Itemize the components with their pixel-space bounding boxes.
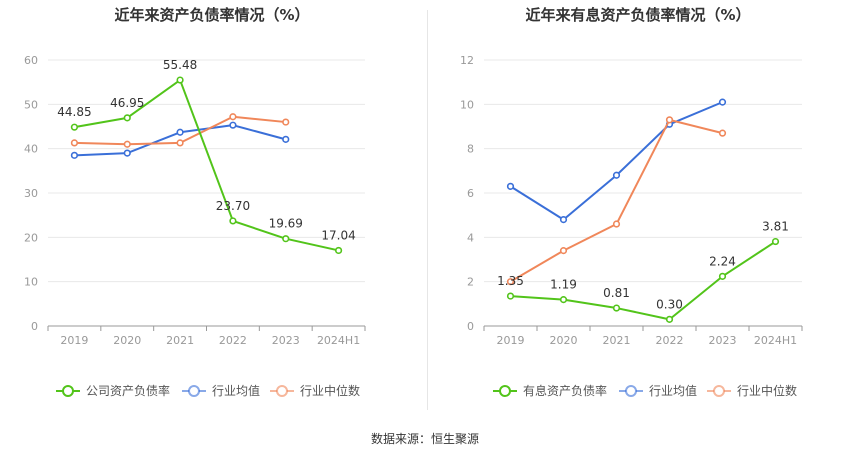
data-label: 46.95	[110, 96, 144, 110]
x-tick-label: 2024H1	[317, 334, 360, 347]
x-tick-label: 2019	[497, 334, 525, 347]
data-point	[229, 113, 237, 121]
data-point	[70, 123, 79, 131]
legend-marker	[62, 385, 74, 397]
series-line-1	[509, 101, 723, 221]
x-tick-label: 2022	[219, 334, 247, 347]
y-tick-label: 30	[24, 187, 38, 200]
data-point	[612, 304, 621, 312]
data-point	[612, 171, 621, 179]
data-point	[229, 217, 237, 225]
y-tick-label: 20	[24, 231, 38, 244]
data-point	[665, 315, 674, 323]
chart-title: 近年来有息资产负债率情况（%）	[525, 6, 750, 24]
y-tick-label: 10	[460, 98, 474, 111]
legend-item-label: 公司资产负债率	[86, 383, 170, 398]
data-point	[123, 114, 131, 122]
chart-divider	[427, 10, 428, 410]
legend-item-label: 有息资产负债率	[523, 383, 607, 398]
legend-marker	[713, 385, 725, 397]
legend-marker	[276, 385, 288, 397]
data-point	[718, 272, 727, 280]
data-point	[123, 149, 131, 157]
data-label: 17.04	[321, 228, 355, 242]
y-tick-label: 40	[24, 143, 38, 156]
chart-title: 近年来资产负债率情况（%）	[114, 6, 309, 24]
y-tick-label: 0	[467, 320, 474, 333]
y-tick-label: 2	[467, 276, 474, 289]
data-point	[559, 216, 568, 224]
data-point	[771, 237, 780, 246]
data-point	[176, 76, 184, 84]
series-line-0	[74, 79, 339, 252]
data-label: 55.48	[163, 58, 197, 72]
x-tick-label: 2024H1	[754, 334, 797, 347]
data-point	[176, 128, 184, 136]
y-tick-label: 60	[24, 54, 38, 67]
data-label: 44.85	[57, 105, 91, 119]
data-point	[506, 278, 515, 286]
series-line-0	[510, 240, 777, 321]
x-tick-label: 2020	[550, 334, 578, 347]
x-tick-label: 2023	[709, 334, 737, 347]
x-tick-label: 2021	[603, 334, 631, 347]
data-point	[70, 151, 79, 159]
x-tick-label: 2019	[60, 334, 88, 347]
legend-item-label: 行业中位数	[737, 383, 797, 398]
legend-marker	[625, 385, 637, 397]
data-point	[282, 235, 290, 243]
data-label: 1.35	[497, 274, 524, 288]
data-point	[70, 139, 79, 147]
data-point	[123, 140, 131, 148]
y-tick-label: 50	[24, 98, 38, 111]
data-label: 0.30	[656, 297, 683, 311]
x-tick-label: 2020	[113, 334, 141, 347]
data-point	[176, 139, 184, 147]
data-point	[506, 292, 515, 300]
y-tick-label: 6	[467, 187, 474, 200]
data-point	[282, 118, 290, 126]
y-tick-label: 0	[31, 320, 38, 333]
legend-item-label: 行业均值	[649, 383, 697, 398]
data-point	[229, 121, 237, 129]
data-point	[282, 135, 290, 143]
data-label: 23.70	[216, 199, 250, 213]
data-point	[612, 220, 621, 228]
data-point	[665, 116, 674, 124]
series-line-2	[509, 118, 723, 283]
data-point	[559, 247, 568, 255]
data-label: 2.24	[709, 254, 736, 268]
data-point	[718, 98, 727, 106]
y-tick-label: 8	[467, 143, 474, 156]
data-label: 3.81	[762, 220, 789, 234]
x-tick-label: 2022	[656, 334, 684, 347]
legend-item-label: 行业均值	[212, 383, 260, 398]
legend-item-label: 行业中位数	[300, 383, 360, 398]
data-point	[718, 129, 727, 137]
x-tick-label: 2023	[272, 334, 300, 347]
legend-marker	[499, 385, 511, 397]
x-tick-label: 2021	[166, 334, 194, 347]
data-label: 19.69	[269, 217, 303, 231]
data-label: 1.19	[550, 278, 577, 292]
y-tick-label: 10	[24, 276, 38, 289]
data-label: 0.81	[603, 286, 630, 300]
data-source-note: 数据来源：恒生聚源	[370, 432, 479, 446]
data-point	[334, 246, 343, 255]
y-tick-label: 12	[460, 54, 474, 67]
y-tick-label: 4	[467, 231, 474, 244]
data-point	[506, 182, 515, 190]
legend-marker	[188, 385, 200, 397]
data-point	[559, 296, 568, 304]
